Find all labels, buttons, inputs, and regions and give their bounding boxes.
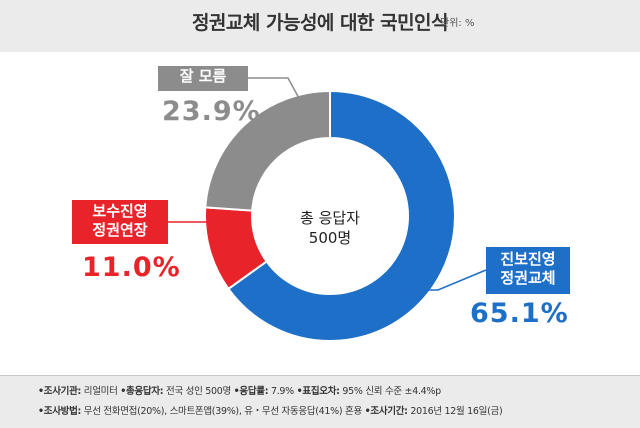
footer-key-response-rate: •응답률:: [233, 386, 269, 397]
slice-label-conservative-line1: 보수진영: [92, 202, 148, 220]
slice-label-progressive-line2: 정권교체: [500, 269, 556, 287]
center-label: 총 응답자 500명: [280, 208, 380, 248]
center-label-line1: 총 응답자: [300, 209, 360, 227]
leader-line-conservative: [168, 221, 241, 246]
slice-value-dontknow: 23.9%: [162, 96, 261, 127]
leader-line-dontknow: [248, 77, 301, 101]
header-bar: 정권교체 가능성에 대한 국민인식 단위: %: [0, 0, 640, 52]
leader-line-progressive: [395, 269, 487, 291]
center-label-line2: 500명: [308, 229, 352, 247]
donut-slice-dontknow: [204, 89, 331, 212]
footer-key-period: •조사기간:: [364, 406, 408, 417]
slice-label-conservative: 보수진영 정권연장: [72, 200, 168, 244]
footer-key-respondents: •총응답자:: [120, 386, 164, 397]
footer-val-respondents: 전국 성인 500명: [166, 386, 231, 397]
footer-val-response-rate: 7.9%: [270, 386, 294, 397]
footer-line-1: •조사기관: 리얼미터 •총응답자: 전국 성인 500명 •응답률: 7.9%…: [38, 383, 441, 397]
footer-val-error: 95% 신뢰 수준 ±4.4%p: [342, 386, 441, 397]
slice-label-dontknow-line1: 잘 모름: [179, 67, 227, 85]
slice-value-conservative: 11.0%: [82, 252, 181, 283]
footer-val-period: 2016년 12월 16일(금): [410, 406, 503, 417]
footer-val-method: 무선 전화면접(20%), 스마트폰앱(39%), 유・무선 자동응답(41%)…: [83, 406, 362, 417]
slice-label-dontknow: 잘 모름: [158, 66, 248, 91]
donut-slice-progressive: [227, 89, 456, 342]
chart-title: 정권교체 가능성에 대한 국민인식: [191, 12, 449, 34]
footer-key-error: •표집오차:: [296, 386, 340, 397]
footer-key-agency: •조사기관:: [38, 386, 82, 397]
slice-label-progressive-line1: 진보진영: [500, 250, 556, 268]
footer-val-agency: 리얼미터: [83, 386, 118, 397]
slice-label-progressive: 진보진영 정권교체: [486, 247, 570, 294]
slice-label-conservative-line2: 정권연장: [92, 221, 148, 239]
slice-value-progressive: 65.1%: [470, 298, 569, 329]
survey-footer: •조사기관: 리얼미터 •총응답자: 전국 성인 500명 •응답률: 7.9%…: [0, 375, 640, 428]
unit-label: 단위: %: [440, 18, 475, 29]
footer-key-method: •조사방법:: [38, 406, 82, 417]
footer-line-2: •조사방법: 무선 전화면접(20%), 스마트폰앱(39%), 유・무선 자동…: [38, 403, 503, 417]
